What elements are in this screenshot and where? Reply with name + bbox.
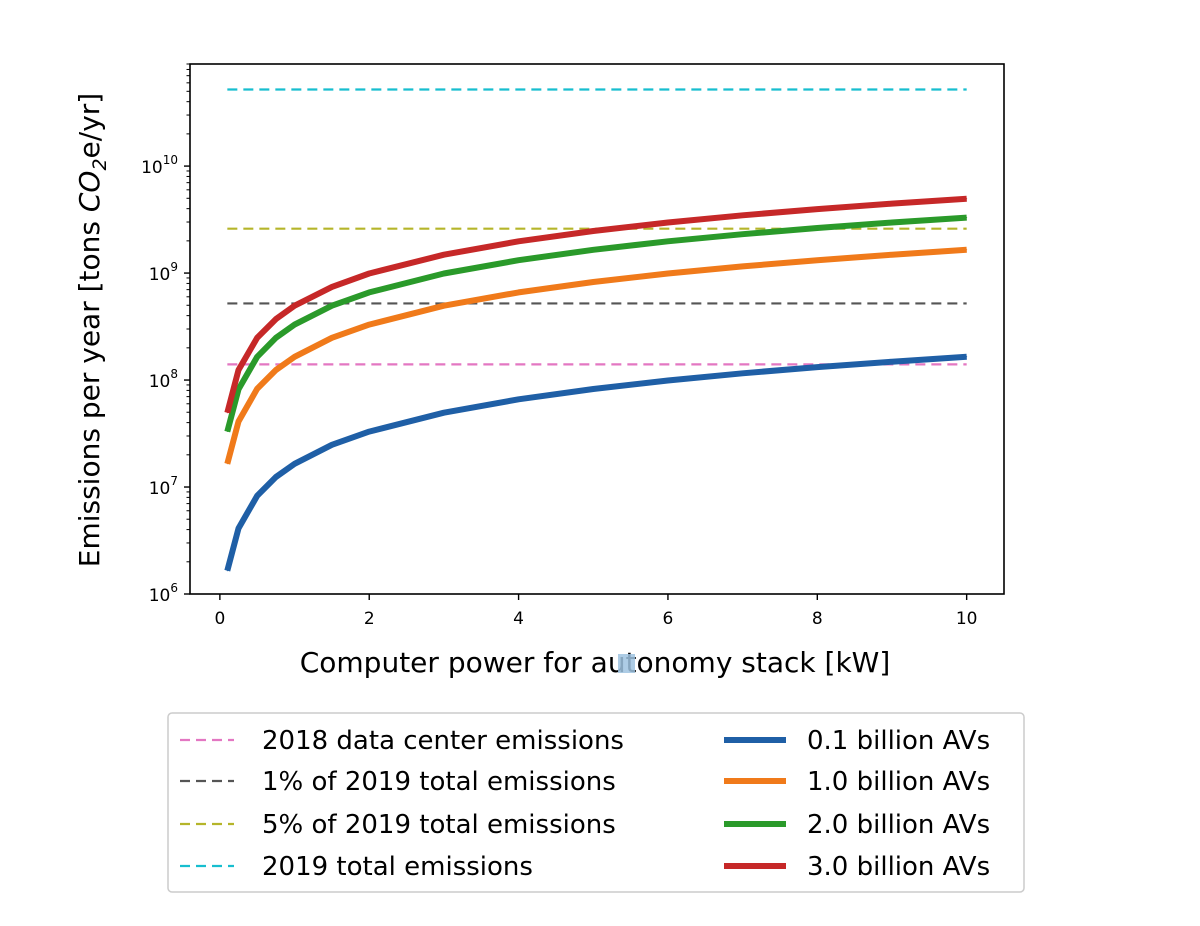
data-point — [368, 431, 370, 433]
data-point — [275, 337, 277, 339]
data-point — [667, 273, 669, 275]
data-point — [443, 273, 445, 275]
data-point — [518, 398, 520, 400]
data-point — [816, 366, 818, 368]
data-point — [294, 324, 296, 326]
y-tick-label: 1010 — [141, 153, 178, 178]
x-tick-label: 10 — [956, 609, 978, 629]
data-point — [226, 570, 228, 572]
data-point — [256, 337, 258, 339]
data-point — [742, 214, 744, 216]
legend-label: 1.0 billion AVs — [807, 767, 990, 797]
data-point — [592, 388, 594, 390]
x-tick-label: 4 — [513, 609, 524, 629]
data-point — [238, 420, 240, 422]
data-point — [742, 372, 744, 374]
data-point — [966, 217, 968, 219]
x-tick-label: 2 — [364, 609, 375, 629]
data-point — [368, 273, 370, 275]
data-point — [331, 286, 333, 288]
y-tick-label: 106 — [149, 581, 178, 606]
y-axis-label-co: CO — [73, 171, 106, 213]
x-tick-label: 8 — [812, 609, 823, 629]
y-tick-label: 109 — [149, 260, 178, 285]
data-point — [294, 305, 296, 307]
legend-box — [167, 712, 1025, 893]
data-point — [238, 388, 240, 390]
data-point — [592, 281, 594, 283]
data-point — [368, 291, 370, 293]
data-point — [891, 361, 893, 363]
legend-label: 2.0 billion AVs — [807, 810, 990, 840]
y-axis-label-prefix: Emissions per year [tons — [73, 212, 106, 567]
legend-label: 0.1 billion AVs — [807, 726, 990, 756]
data-point — [816, 208, 818, 210]
series-line — [224, 214, 967, 433]
data-point — [331, 337, 333, 339]
y-axis: 106 107 108 109 1010 — [141, 63, 190, 606]
data-point — [443, 412, 445, 414]
data-point — [331, 305, 333, 307]
legend-label: 1% of 2019 total emissions — [262, 767, 616, 797]
data-point — [368, 324, 370, 326]
y-axis-label-sub: 2 — [89, 158, 111, 170]
x-axis: 0 2 4 6 8 10 — [214, 594, 977, 629]
y-tick-label: 108 — [149, 367, 178, 392]
data-point — [275, 369, 277, 371]
legend-label: 2019 total emissions — [262, 852, 533, 882]
data-point — [275, 318, 277, 320]
data-point — [816, 259, 818, 261]
x-axis-label: Computer power for autonomy stack [kW] — [300, 646, 891, 679]
series-line — [224, 353, 967, 572]
data-point — [966, 249, 968, 251]
data-point — [592, 230, 594, 232]
data-point — [742, 265, 744, 267]
data-point — [294, 463, 296, 465]
data-point — [518, 291, 520, 293]
data-point — [891, 221, 893, 223]
data-point — [966, 198, 968, 200]
data-point — [256, 356, 258, 358]
y-tick-label: 107 — [149, 474, 178, 499]
data-point — [742, 233, 744, 235]
data-point — [667, 221, 669, 223]
data-point — [238, 527, 240, 529]
data-point — [443, 254, 445, 256]
data-point — [518, 240, 520, 242]
data-point — [966, 356, 968, 358]
data-point — [891, 254, 893, 256]
x-tick-label: 6 — [663, 609, 674, 629]
legend: 2018 data center emissions 1% of 2019 tot… — [167, 712, 1025, 893]
plot-frame — [189, 63, 1005, 595]
data-point — [238, 369, 240, 371]
data-point — [226, 412, 228, 414]
data-point — [592, 249, 594, 251]
plot-area — [224, 88, 968, 572]
legend-label: 5% of 2019 total emissions — [262, 810, 616, 840]
x-tick-label: 0 — [214, 609, 225, 629]
data-point — [275, 476, 277, 478]
data-point — [667, 240, 669, 242]
y-axis-label-suffix: e/yr] — [73, 93, 106, 159]
data-point — [226, 463, 228, 465]
data-point — [226, 431, 228, 433]
mouse-cursor-marker — [618, 654, 635, 673]
y-axis-label: Emissions per year [tons CO2e/yr] — [73, 93, 111, 567]
data-point — [256, 495, 258, 497]
data-point — [518, 259, 520, 261]
legend-label: 2018 data center emissions — [262, 726, 624, 756]
data-point — [816, 227, 818, 229]
data-point — [256, 388, 258, 390]
data-point — [294, 356, 296, 358]
data-point — [667, 380, 669, 382]
legend-label: 3.0 billion AVs — [807, 852, 990, 882]
data-point — [443, 305, 445, 307]
data-point — [891, 203, 893, 205]
data-point — [331, 444, 333, 446]
